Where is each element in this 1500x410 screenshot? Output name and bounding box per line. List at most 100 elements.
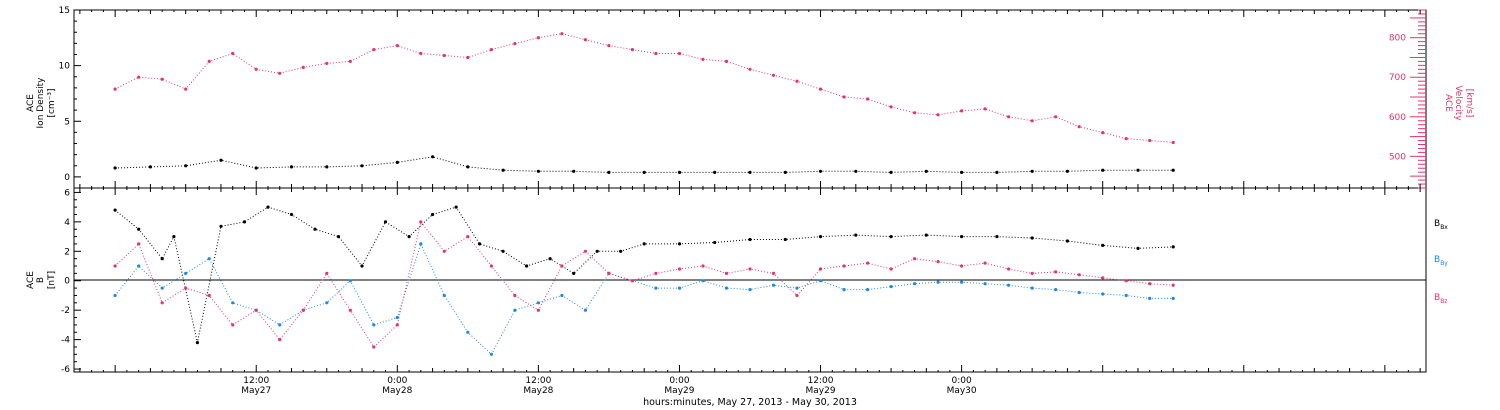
data-point	[1054, 288, 1058, 292]
data-point	[1030, 169, 1034, 173]
legend-bz: BBz	[1434, 293, 1447, 305]
legend-bx: BBx	[1434, 219, 1448, 231]
plasma-ylabel-line-2: Ion Density	[36, 77, 46, 129]
x-tick-label-time: 12:00	[808, 376, 834, 386]
data-point	[254, 67, 258, 71]
data-point	[219, 158, 223, 162]
velocity-tick-label: 600	[1389, 113, 1406, 123]
velocity-label-line-1: ACE	[1443, 94, 1453, 112]
data-point	[1101, 168, 1105, 172]
data-point	[442, 249, 446, 253]
data-point	[654, 51, 658, 56]
data-point	[325, 61, 329, 65]
data-point	[219, 224, 223, 228]
data-point	[1007, 115, 1011, 119]
data-point	[713, 240, 717, 245]
x-tick-label-time: 0:00	[952, 376, 972, 386]
y-tick-label: 5	[64, 117, 70, 127]
data-point	[278, 323, 282, 327]
data-point	[983, 107, 987, 111]
series-trace	[114, 242, 1174, 356]
data-point	[419, 220, 423, 224]
x-tick-label-date: May30	[947, 386, 977, 396]
x-axis-label: hours:minutes, May 27, 2013 - May 30, 20…	[643, 397, 857, 408]
magnetic-ylabel-line-3: [nT]	[47, 271, 57, 289]
data-point	[231, 51, 235, 56]
y-tick-label: -6	[61, 365, 70, 375]
data-point	[936, 113, 940, 117]
data-point	[783, 170, 787, 174]
data-point	[1030, 119, 1034, 123]
data-point	[983, 261, 987, 265]
data-point	[231, 323, 235, 327]
series-trace	[114, 206, 1174, 343]
data-point	[207, 293, 211, 298]
data-point	[748, 170, 752, 174]
data-point	[1030, 236, 1034, 240]
data-point	[1065, 239, 1069, 243]
y-tick-label: 0	[64, 277, 70, 287]
data-point	[1101, 276, 1105, 280]
data-point	[842, 95, 846, 99]
data-point	[372, 345, 376, 349]
data-point	[560, 32, 564, 36]
data-point	[630, 279, 635, 283]
data-point	[489, 48, 493, 52]
data-point	[642, 170, 646, 174]
data-point	[936, 280, 940, 284]
data-point	[148, 165, 152, 169]
plasma-ylabel-line-1: ACE	[26, 94, 36, 112]
data-point	[960, 109, 964, 113]
data-point	[536, 301, 541, 305]
data-point	[278, 71, 282, 75]
velocity-tick-label: 500	[1389, 152, 1406, 162]
magnetic-panel: -6 -4 -2 0 2 4 6 ACE B [nT] BBx BBy BBz	[26, 188, 1448, 375]
y-tick-label: -2	[61, 306, 70, 316]
data-point	[866, 97, 870, 101]
data-point	[1124, 137, 1128, 141]
data-point	[466, 55, 470, 60]
series-trace	[114, 33, 1174, 143]
data-point	[1101, 131, 1105, 135]
data-point	[889, 170, 893, 174]
data-point	[1007, 283, 1011, 287]
data-point	[395, 44, 399, 48]
data-point	[642, 242, 646, 246]
data-point	[607, 271, 611, 275]
data-point	[431, 155, 435, 159]
data-point	[748, 288, 752, 292]
plasma-panel: 0 5 10 15 500 600 700 800 ACE Ion Density [cm⁻…	[26, 6, 1474, 189]
data-point	[137, 75, 141, 79]
data-point	[583, 249, 588, 253]
data-point	[1101, 243, 1105, 247]
data-point	[677, 51, 682, 56]
data-point	[513, 42, 517, 46]
plasma-ylabel-line-3: [cm⁻³]	[47, 88, 57, 117]
data-point	[583, 308, 588, 312]
data-point	[1124, 279, 1128, 283]
data-point	[1077, 290, 1081, 295]
x-tick-label-time: 0:00	[387, 376, 407, 386]
magnetic-ylabel-line-2: B	[36, 277, 46, 283]
data-point	[1065, 169, 1069, 173]
data-point	[866, 261, 870, 265]
y-tick-label: -4	[61, 336, 70, 346]
x-tick-label-date: May29	[664, 386, 694, 396]
data-point	[325, 301, 329, 305]
data-point	[701, 279, 705, 283]
data-point	[1054, 270, 1058, 274]
y-tick-label: 2	[64, 247, 70, 257]
data-point	[383, 220, 388, 224]
x-tick-label-date: May27	[241, 386, 271, 396]
data-point	[395, 160, 399, 164]
data-point	[254, 166, 258, 170]
series-trace	[114, 220, 1174, 348]
x-tick-label-date: May28	[523, 386, 553, 396]
data-point	[724, 59, 729, 64]
velocity-label-line-2: Velocity	[1453, 85, 1463, 121]
data-point	[783, 237, 787, 242]
data-point	[889, 285, 893, 289]
y-tick-label: 15	[59, 6, 70, 16]
data-point	[771, 283, 776, 287]
data-point	[1030, 286, 1034, 290]
